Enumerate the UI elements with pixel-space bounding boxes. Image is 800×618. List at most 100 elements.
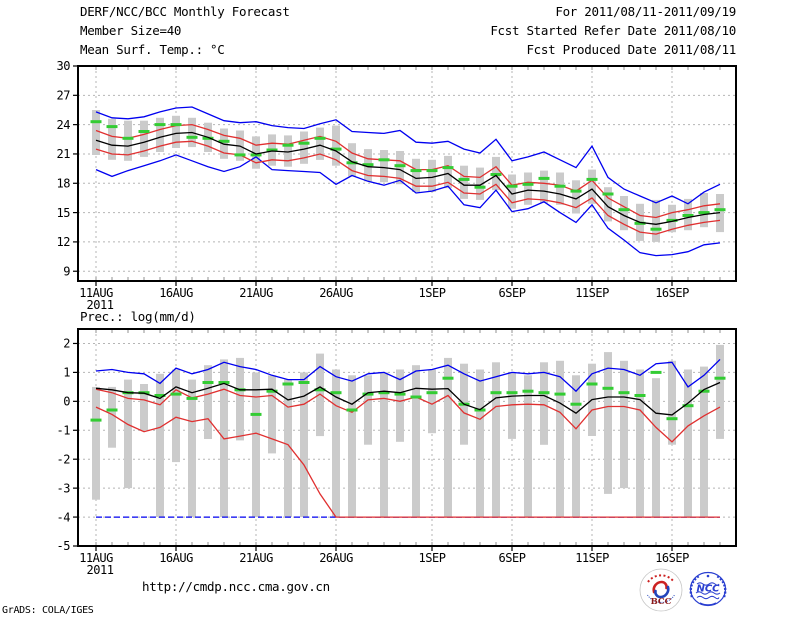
x-tick-label: 26AUG xyxy=(319,551,353,565)
bcc-logo-red-swirl xyxy=(652,580,668,594)
spread-bar xyxy=(428,369,436,434)
reference-dash xyxy=(218,381,230,384)
plot-border xyxy=(77,65,737,282)
spread-bar xyxy=(156,373,164,517)
line-envelope_min xyxy=(95,154,721,257)
spread-bar xyxy=(396,369,404,442)
reference-dash xyxy=(394,164,406,168)
reference-dash xyxy=(202,381,214,384)
ncc-logo-wave-2 xyxy=(695,591,721,595)
spread-bar xyxy=(620,360,628,489)
spread-bar xyxy=(524,375,532,518)
spread-bar xyxy=(588,169,596,204)
reference-dash xyxy=(490,391,502,395)
spread-bar xyxy=(380,150,388,183)
spread-bar xyxy=(156,117,164,152)
spread-bar xyxy=(684,369,692,518)
spread-bar xyxy=(604,187,612,222)
line-std_lower xyxy=(95,406,720,518)
line-ensemble_mean xyxy=(95,381,721,416)
bcc-logo-en-text-arc xyxy=(647,594,675,603)
spread-bar xyxy=(108,118,116,160)
spread-bar xyxy=(364,375,372,445)
x-tick-label: 21AUG xyxy=(239,286,273,300)
y-tick-label: 9 xyxy=(63,264,70,278)
spread-bar xyxy=(492,362,500,518)
spread-bar xyxy=(700,366,708,518)
reference-dash xyxy=(538,176,550,180)
reference-dash xyxy=(410,395,422,399)
x-tick-label: 6SEP xyxy=(499,551,526,565)
reference-dash xyxy=(554,184,566,188)
spread-bar xyxy=(236,357,244,441)
reference-dash xyxy=(442,166,454,170)
y-tick-label: -1 xyxy=(57,423,71,437)
forecast-period-label: For 2011/08/11-2011/09/19 xyxy=(555,4,736,19)
bcc-logo: BCC xyxy=(639,568,683,612)
spread-bar xyxy=(652,378,660,518)
reference-dash xyxy=(378,391,390,395)
line-envelope_max xyxy=(95,106,721,205)
spread-bar xyxy=(460,165,468,199)
reference-dash xyxy=(266,148,278,152)
ncc-logo-text: NCC xyxy=(696,584,720,595)
reference-dash xyxy=(618,391,630,395)
line-envelope_max xyxy=(95,358,721,393)
reference-dash xyxy=(266,389,278,393)
reference-dash xyxy=(458,177,470,181)
bcc-logo-text: BCC xyxy=(651,597,672,607)
reference-dash xyxy=(602,386,614,390)
reference-dash xyxy=(106,125,118,129)
ncc-logo-wave-3 xyxy=(696,595,720,600)
spread-bar xyxy=(700,193,708,228)
spread-bar xyxy=(412,365,420,518)
reference-dash xyxy=(218,139,230,143)
spread-bar xyxy=(652,199,660,242)
spread-bar xyxy=(348,143,356,177)
spread-bar xyxy=(92,386,100,500)
spread-bar xyxy=(444,357,452,517)
spread-bar xyxy=(556,360,564,517)
reference-dash xyxy=(618,208,630,212)
reference-dash xyxy=(314,136,326,140)
reference-dash xyxy=(330,147,342,151)
bcc-logo-blue-swirl xyxy=(654,585,670,599)
source-url: http://cmdp.ncc.cma.gov.cn xyxy=(142,579,330,594)
temp-chart-title: Mean Surf. Temp.: °C xyxy=(80,42,225,57)
spread-bar xyxy=(284,379,292,517)
reference-dash xyxy=(298,141,310,145)
spread-bar xyxy=(92,110,100,155)
x-tick-label: 1SEP xyxy=(419,551,446,565)
spread-bar xyxy=(668,360,676,445)
year-label: 2011 xyxy=(87,298,114,312)
spread-bar xyxy=(556,172,564,205)
spread-bar xyxy=(172,369,180,463)
spread-bar xyxy=(300,131,308,164)
x-tick-label: 16SEP xyxy=(655,286,689,300)
y-tick-label: 30 xyxy=(57,59,71,73)
y-tick-label: 2 xyxy=(63,337,70,351)
spread-bar xyxy=(188,379,196,517)
y-tick-label: 1 xyxy=(63,366,70,380)
fcst-produced-date-label: Fcst Produced Date 2011/08/11 xyxy=(526,42,736,57)
spread-bar xyxy=(668,204,676,233)
spread-bar xyxy=(636,369,644,518)
reference-dash xyxy=(474,185,486,189)
x-tick-label: 16SEP xyxy=(655,551,689,565)
spread-bar xyxy=(620,196,628,231)
spread-bar xyxy=(124,379,132,489)
x-tick-label: 16AUG xyxy=(159,551,193,565)
temperature-panel: 9 12 15 18 21 24 27 30 11AUG 16AUG 21AUG 26AUG 1SEP 6… xyxy=(57,59,737,312)
fcst-refer-date-label: Fcst Started Refer Date 2011/08/10 xyxy=(490,23,736,38)
reference-dash xyxy=(154,123,166,127)
reference-dash xyxy=(346,408,358,412)
y-tick-label: 0 xyxy=(63,395,70,409)
line-std_upper xyxy=(95,388,721,443)
ncc-logo: NCC xyxy=(689,571,727,607)
spread-bar xyxy=(252,372,260,518)
reference-dash xyxy=(506,391,518,395)
reference-dash xyxy=(426,391,438,395)
page-title: DERF/NCC/BCC Monthly Forecast xyxy=(80,4,290,19)
